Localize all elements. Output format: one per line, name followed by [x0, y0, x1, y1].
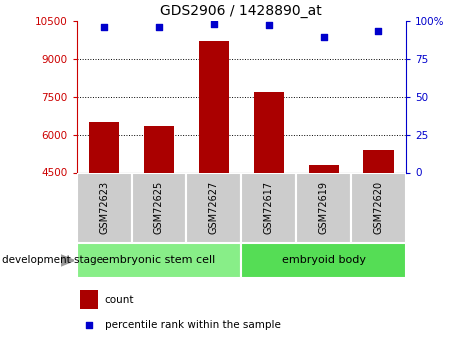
Bar: [253, 91, 284, 172]
Bar: [296, 172, 351, 243]
Point: [155, 24, 163, 30]
Point: [265, 22, 272, 28]
Point: [375, 29, 382, 34]
Bar: [364, 150, 394, 172]
Text: development stage: development stage: [2, 256, 103, 265]
Bar: [144, 126, 174, 172]
Text: GSM72619: GSM72619: [318, 181, 329, 234]
Bar: [241, 243, 406, 278]
Text: embryoid body: embryoid body: [281, 256, 366, 265]
Point: [320, 34, 327, 40]
Bar: [132, 172, 186, 243]
Bar: [186, 172, 241, 243]
Bar: [77, 172, 132, 243]
Bar: [89, 122, 119, 172]
Title: GDS2906 / 1428890_at: GDS2906 / 1428890_at: [161, 4, 322, 18]
Text: GSM72627: GSM72627: [209, 181, 219, 235]
Point: [101, 24, 108, 30]
Text: GSM72625: GSM72625: [154, 181, 164, 235]
Text: GSM72620: GSM72620: [373, 181, 383, 234]
Polygon shape: [61, 255, 74, 266]
Bar: [351, 172, 406, 243]
Bar: [199, 41, 229, 172]
Point: [210, 21, 217, 27]
Text: GSM72617: GSM72617: [264, 181, 274, 234]
Point: [86, 322, 93, 327]
Text: count: count: [105, 295, 134, 305]
Bar: [308, 165, 339, 172]
Bar: [241, 172, 296, 243]
Text: percentile rank within the sample: percentile rank within the sample: [105, 320, 281, 330]
Bar: [80, 290, 98, 309]
Bar: [77, 243, 241, 278]
Text: GSM72623: GSM72623: [99, 181, 109, 234]
Text: embryonic stem cell: embryonic stem cell: [102, 256, 216, 265]
